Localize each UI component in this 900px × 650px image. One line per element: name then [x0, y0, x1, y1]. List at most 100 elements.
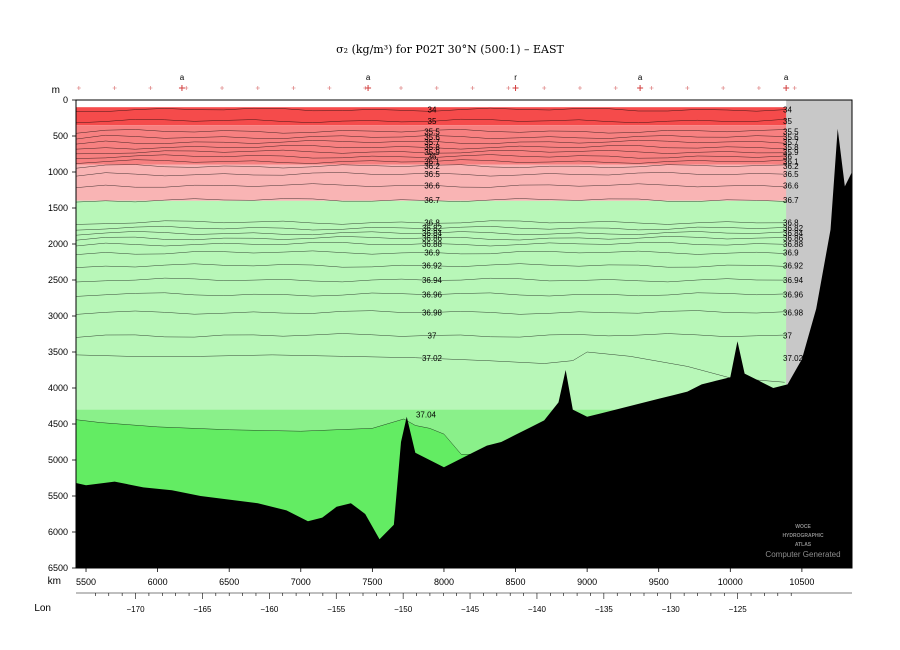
station-tick: [613, 86, 618, 90]
contour-label: 36.98: [422, 308, 443, 317]
station-tick: [685, 86, 690, 90]
isopycnal-line: [76, 134, 787, 140]
density-band: [76, 164, 852, 201]
contour-label-right: 36.2: [783, 162, 799, 171]
isopycnal-line: [76, 231, 787, 236]
isopycnal-line: [76, 277, 787, 283]
isopycnal-line: [76, 242, 787, 247]
lon-tick-label: −130: [662, 605, 681, 614]
station-tick: [756, 86, 761, 90]
lon-tick-label: −160: [260, 605, 279, 614]
section-marker: [512, 85, 519, 91]
contour-label-right: 36.8: [783, 218, 799, 227]
contour-label-right: 36: [783, 153, 792, 162]
contour-label-right: 36.88: [783, 240, 804, 249]
contour-label-right: 36.5: [783, 170, 799, 179]
contour-label-right: 35.5: [783, 127, 799, 136]
station-tick: [255, 86, 260, 90]
station-tick: [399, 86, 404, 90]
section-marker: [637, 85, 644, 91]
isopycnal-line: [76, 220, 787, 225]
distance-tick-label: 6000: [148, 577, 168, 587]
stamp-line: ATLAS: [795, 542, 812, 548]
contour-label: 36.8: [424, 218, 440, 227]
density-band: [76, 200, 852, 410]
isopycnal-line: [76, 198, 787, 203]
section-marker-label: a: [366, 73, 371, 82]
contour-label-right: 35.8: [783, 143, 799, 152]
station-tick: [577, 86, 582, 90]
isopycnal-line: [76, 250, 787, 255]
stamp-line: WOCE: [795, 524, 811, 530]
isopycnal-line: [76, 145, 787, 150]
contour-label: 36.94: [422, 276, 443, 285]
isopycnal-line: [76, 149, 787, 155]
distance-tick-label: 7500: [362, 577, 382, 587]
contour-label: 35.6: [424, 133, 440, 142]
contour-label-right: 36.92: [783, 262, 804, 271]
contour-label: 36.1: [424, 158, 440, 167]
lon-tick-label: −135: [595, 605, 614, 614]
contour-label: 36.86: [422, 234, 443, 243]
contour-label-right: 36.82: [783, 224, 804, 233]
contour-label: 36.82: [422, 224, 443, 233]
depth-tick-label: 1000: [48, 167, 68, 177]
lon-tick-label: −170: [127, 605, 146, 614]
contour-label: 37.04: [416, 411, 437, 420]
isopycnal-line: [76, 139, 787, 145]
station-tick: [542, 86, 547, 90]
isopycnal-line: [76, 107, 787, 112]
contour-label: 37.02: [422, 354, 443, 363]
lon-axis-label: Lon: [34, 603, 51, 614]
contour-label-right: 36.1: [783, 158, 799, 167]
isopycnal-line: [76, 118, 787, 124]
station-tick: [112, 86, 117, 90]
station-tick: [327, 86, 332, 90]
stamp-line: HYDROGRAPHIC: [782, 533, 824, 539]
contour-label: 35.8: [424, 143, 440, 152]
isopycnal-line: [76, 172, 787, 177]
seafloor-bathymetry: [76, 128, 852, 568]
isopycnal-line: [76, 154, 787, 159]
isopycnal-line: [76, 292, 787, 297]
contour-label: 36.96: [422, 290, 443, 299]
distance-tick-label: 8500: [506, 577, 526, 587]
depth-tick-label: 6500: [48, 563, 68, 573]
station-tick: [470, 86, 475, 90]
chart-title: σ₂ (kg/m³) for P02T 30°N (500:1) – EAST: [336, 43, 564, 56]
contour-label-right: 35.9: [783, 148, 799, 157]
depth-tick-label: 4500: [48, 419, 68, 429]
isopycnal-line: [76, 129, 787, 134]
isopycnal-line: [76, 310, 787, 315]
section-marker-label: a: [784, 73, 789, 82]
density-band: [76, 107, 852, 126]
contour-label: 36: [428, 153, 437, 162]
section-marker-label: r: [514, 73, 517, 82]
contour-label-right: 36.96: [783, 290, 804, 299]
contour-label: 36.9: [424, 249, 440, 258]
contour-label: 37: [428, 331, 437, 340]
seafloor-layer: [76, 128, 852, 568]
depth-tick-label: 5500: [48, 491, 68, 501]
contour-label: 35.7: [424, 138, 440, 147]
station-tick: [220, 86, 225, 90]
distance-tick-label: 7000: [291, 577, 311, 587]
contour-label: 36.6: [424, 182, 440, 191]
contour-label: 36.88: [422, 240, 443, 249]
section-marker-label: a: [638, 73, 643, 82]
station-tick: [721, 86, 726, 90]
section-marker: [178, 85, 185, 91]
density-band: [76, 125, 852, 165]
contour-label-right: 34: [783, 106, 792, 115]
depth-tick-label: 3500: [48, 347, 68, 357]
contour-label: 36.84: [422, 229, 443, 238]
distance-tick-label: 9000: [577, 577, 597, 587]
contour-label-right: 37.02: [783, 354, 804, 363]
isopycnal-line: [76, 236, 787, 241]
isopycnal-line: [76, 351, 785, 383]
isopycnal-line: [76, 226, 787, 231]
distance-tick-label: 8000: [434, 577, 454, 587]
